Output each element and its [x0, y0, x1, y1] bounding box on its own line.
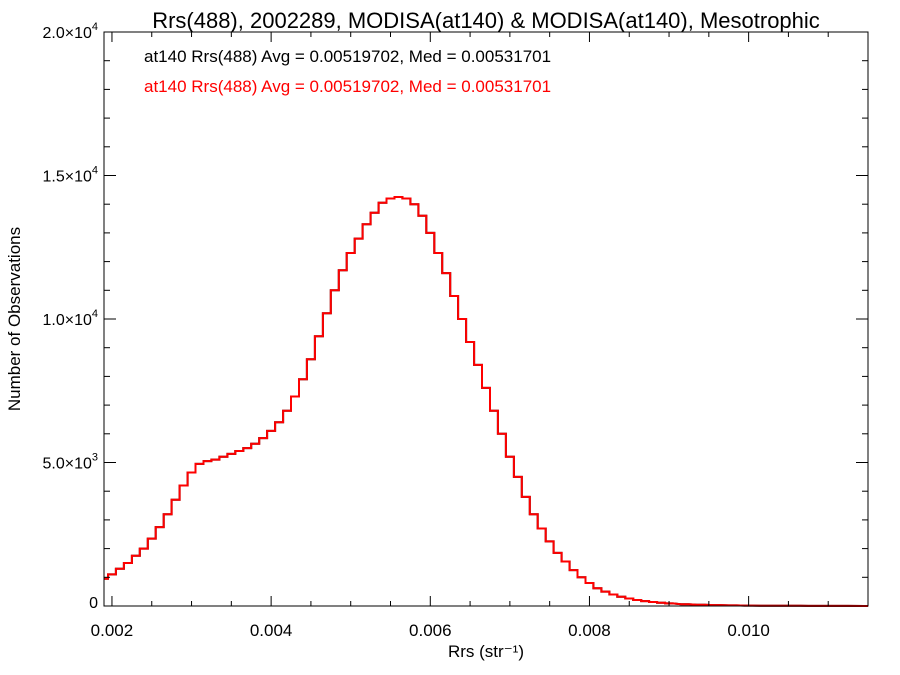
x-axis: 0.002 0.004 0.006 0.008 0.010 — [91, 32, 829, 640]
y-axis: 0 5.0×103 1.0×104 1.5×104 2.0×104 — [42, 21, 868, 612]
series-line-1 — [104, 196, 868, 607]
y-tick-label: 2.0×104 — [42, 21, 98, 42]
x-axis-label: Rrs (str⁻¹) — [448, 642, 524, 661]
x-tick-label: 0.002 — [91, 621, 134, 640]
y-tick-label: 0 — [89, 595, 98, 612]
annotation-black: at140 Rrs(488) Avg = 0.00519702, Med = 0… — [144, 47, 551, 66]
x-tick-label: 0.004 — [250, 621, 293, 640]
annotation-red: at140 Rrs(488) Avg = 0.00519702, Med = 0… — [144, 77, 551, 96]
chart-title: Rrs(488), 2002289, MODISA(at140) & MODIS… — [152, 8, 820, 33]
y-axis-label: Number of Observations — [5, 227, 24, 411]
y-tick-label: 1.0×104 — [42, 308, 98, 329]
y-tick-label: 1.5×104 — [42, 165, 98, 186]
y-tick-label: 5.0×103 — [42, 452, 98, 473]
series-layer — [104, 196, 868, 607]
x-tick-label: 0.008 — [568, 621, 611, 640]
x-tick-label: 0.010 — [727, 621, 770, 640]
x-tick-label: 0.006 — [409, 621, 452, 640]
